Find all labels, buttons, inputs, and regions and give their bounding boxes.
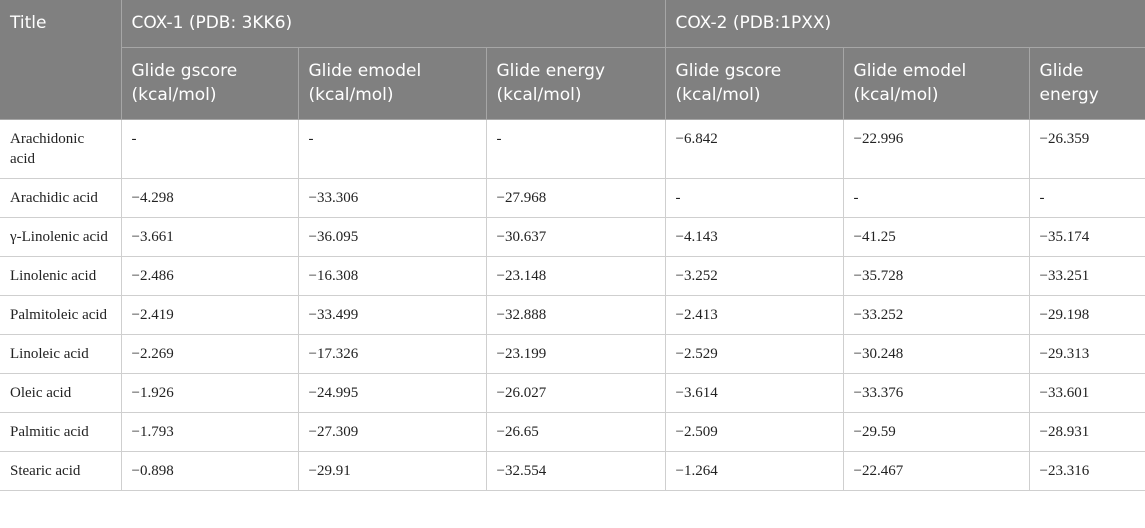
cell: −17.326 (297, 334, 487, 374)
cell: −41.25 (842, 217, 1030, 257)
cell: −29.313 (1028, 334, 1145, 374)
cell: −27.968 (485, 178, 666, 218)
cell: −26.65 (485, 412, 666, 452)
cell: −2.413 (664, 295, 844, 335)
column-header: Glide energy (1028, 47, 1145, 120)
cell: −2.419 (120, 295, 299, 335)
cell: −1.926 (120, 373, 299, 413)
cell: −33.499 (297, 295, 487, 335)
row-label: γ-Linolenic acid (0, 217, 122, 257)
table-row: Arachidic acid −4.298 −33.306 −27.968- - - (0, 178, 1145, 218)
cell: −33.376 (842, 373, 1030, 413)
cell: −32.888 (485, 295, 666, 335)
cell: −0.898 (120, 451, 299, 491)
header-group: COX-2 (PDB:1PXX) (664, 0, 1145, 48)
row-label: Stearic acid (0, 451, 122, 491)
cell: −6.842 (664, 119, 844, 179)
cell: −33.601 (1028, 373, 1145, 413)
cell: −22.467 (842, 451, 1030, 491)
cell: −22.996 (842, 119, 1030, 179)
cell: −3.614 (664, 373, 844, 413)
table-row: Palmitic acid −1.793 −27.309 −26.65 −2.509 −2… (0, 412, 1145, 452)
table-body: Arachidonic acid - - - −6.842 −22.996 −26.359 A… (0, 119, 1145, 491)
table-row: Linoleic acid −2.269 −17.326 −23.199 −2.529−… (0, 334, 1145, 374)
table-row: Arachidonic acid - - - −6.842 −22.996 −26.359 (0, 119, 1145, 179)
cell: −26.027 (485, 373, 666, 413)
cell: −4.143 (664, 217, 844, 257)
cell: −33.252 (842, 295, 1030, 335)
cell: - (485, 119, 666, 179)
cell: −36.095 (297, 217, 487, 257)
cell: −29.59 (842, 412, 1030, 452)
cell: - (1028, 178, 1145, 218)
cell: −3.252 (664, 256, 844, 296)
cell: −23.316 (1028, 451, 1145, 491)
row-label: Linolenic acid (0, 256, 122, 296)
cell: - (120, 119, 299, 179)
cell: −4.298 (120, 178, 299, 218)
data-table: Title COX-1 (PDB: 3KK6) COX-2 (PDB:1PXX)… (0, 0, 1145, 491)
table-row: γ-Linolenic acid −3.661 −36.095 −30.637 −4.1… (0, 217, 1145, 257)
table-row: Oleic acid −1.926 −24.995 −26.027 −3.614 −33.… (0, 373, 1145, 413)
cell: −1.264 (664, 451, 844, 491)
table-row: Palmitoleic acid −2.419 −33.499 −32.888 −2.4… (0, 295, 1145, 335)
cell: −24.995 (297, 373, 487, 413)
cell: −28.931 (1028, 412, 1145, 452)
cell: −2.529 (664, 334, 844, 374)
table-row: Stearic acid −0.898 −29.91 −32.554 −1.264 −22… (0, 451, 1145, 491)
cell: −1.793 (120, 412, 299, 452)
cell: −30.637 (485, 217, 666, 257)
row-label: Arachidonic acid (0, 119, 122, 179)
header-group: COX-1 (PDB: 3KK6) (120, 0, 666, 48)
column-header: Glide gscore (kcal/mol) (121, 47, 299, 120)
cell: −32.554 (485, 451, 666, 491)
table-row: Linolenic acid −2.486 −16.308 −23.148 −3.252… (0, 256, 1145, 296)
column-header: Glide emodel (kcal/mol) (842, 47, 1030, 120)
cell: −26.359 (1028, 119, 1145, 179)
cell: −2.269 (120, 334, 299, 374)
header-title: Title (0, 0, 122, 120)
cell: −27.309 (297, 412, 487, 452)
row-label: Arachidic acid (0, 178, 122, 218)
column-header: Glide energy (kcal/mol) (485, 47, 666, 120)
column-header: Glide gscore (kcal/mol) (664, 47, 844, 120)
cell: - (664, 178, 844, 218)
cell: −2.486 (120, 256, 299, 296)
header-row: Title COX-1 (PDB: 3KK6) COX-2 (PDB:1PXX) (0, 0, 1145, 120)
cell: −3.661 (120, 217, 299, 257)
cell: −33.306 (297, 178, 487, 218)
cell: −29.198 (1028, 295, 1145, 335)
cell: - (297, 119, 487, 179)
cell: −33.251 (1028, 256, 1145, 296)
row-label: Palmitoleic acid (0, 295, 122, 335)
cell: −30.248 (842, 334, 1030, 374)
cell: −35.728 (842, 256, 1030, 296)
cell: −23.199 (485, 334, 666, 374)
header-row: Glide gscore (kcal/mol) Glide emodel (kca… (0, 47, 1145, 120)
row-label: Oleic acid (0, 373, 122, 413)
cell: −2.509 (664, 412, 844, 452)
column-header: Glide emodel (kcal/mol) (297, 47, 487, 120)
cell: −23.148 (485, 256, 666, 296)
row-label: Linoleic acid (0, 334, 122, 374)
cell: −29.91 (297, 451, 487, 491)
cell: - (842, 178, 1030, 218)
cell: −35.174 (1028, 217, 1145, 257)
row-label: Palmitic acid (0, 412, 122, 452)
cell: −16.308 (297, 256, 487, 296)
